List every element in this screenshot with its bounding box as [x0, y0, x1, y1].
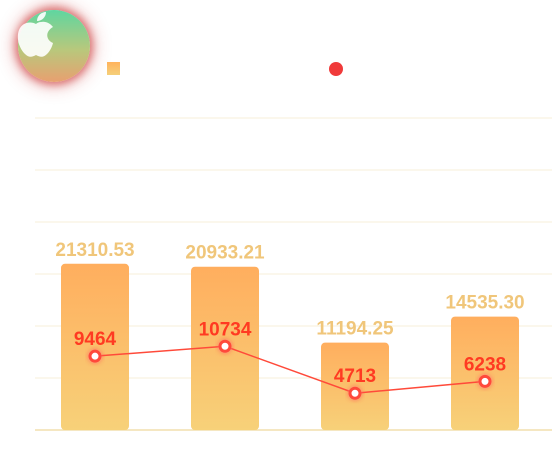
- legend-line-swatch: [329, 62, 343, 76]
- line-point: [88, 349, 102, 363]
- bar: [61, 263, 129, 430]
- bar-value-label: 11194.25: [316, 319, 394, 340]
- line-point: [218, 339, 232, 353]
- apple-icon: [17, 12, 53, 57]
- line-series: [94, 345, 486, 395]
- line-value-label: 4713: [334, 366, 376, 387]
- bar-value-label: 20933.21: [185, 243, 265, 264]
- line-value-label: 9464: [74, 329, 117, 350]
- line-value-label: 6238: [464, 354, 506, 375]
- bar: [321, 342, 389, 430]
- line-point: [348, 386, 362, 400]
- line-point: [478, 374, 492, 388]
- line-value-label: 10734: [199, 319, 252, 340]
- bar-value-label: 21310.53: [55, 240, 134, 261]
- bar-value-label: 14535.30: [445, 293, 524, 314]
- legend-bar-swatch: [107, 62, 120, 75]
- bar: [451, 316, 519, 430]
